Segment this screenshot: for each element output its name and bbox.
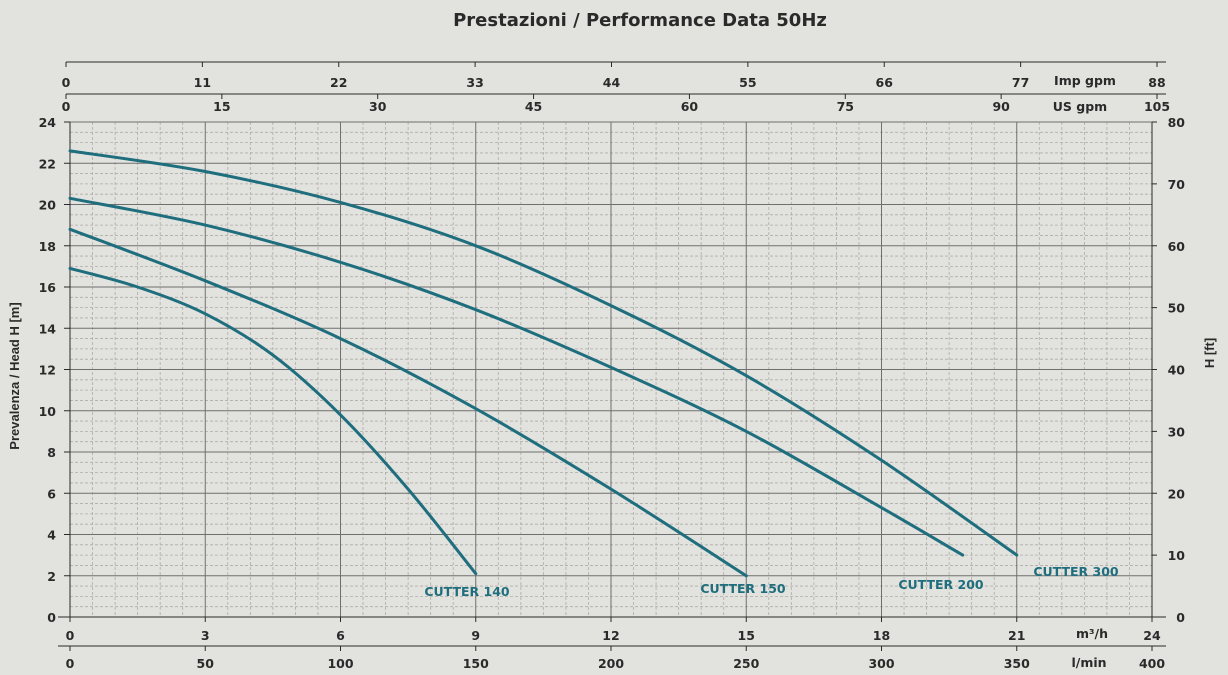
left-tick-label: 0 (47, 610, 56, 625)
m3h-tick-label: 21 (1008, 628, 1025, 643)
imp-gpm-tick-label: 77 (1012, 75, 1029, 90)
m3h-tick-label: 24 (1143, 628, 1161, 643)
lmin-tick-label: 100 (327, 656, 353, 671)
lmin-tick-label: 250 (733, 656, 759, 671)
performance-curves (68, 149, 1019, 578)
series-cutter-200-label: CUTTER 200 (898, 577, 984, 592)
us-gpm-tick-label: 75 (837, 99, 854, 114)
left-tick-label: 10 (39, 404, 57, 419)
right-tick-label: 50 (1168, 301, 1186, 316)
left-tick-label: 6 (47, 486, 56, 501)
m3h-tick-label: 3 (201, 628, 210, 643)
left-tick-label: 18 (39, 239, 56, 254)
imp-gpm-tick-label: 44 (603, 75, 621, 90)
series-cutter-150-label: CUTTER 150 (700, 581, 786, 596)
us-gpm-unit-label: US gpm (1053, 99, 1107, 114)
imp-gpm-tick-label: 55 (739, 75, 756, 90)
us-gpm-tick-label: 60 (681, 99, 699, 114)
series-cutter-140-label: CUTTER 140 (424, 584, 510, 599)
left-tick-label: 22 (39, 156, 56, 171)
left-tick-label: 8 (47, 445, 56, 460)
lmin-tick-label: 300 (868, 656, 894, 671)
left-tick-label: 12 (39, 363, 56, 378)
us-gpm-tick-label: 90 (992, 99, 1010, 114)
imp-gpm-tick-label: 11 (194, 75, 211, 90)
y-axis-right-label: H [ft] (1202, 338, 1217, 368)
right-tick-label: 70 (1168, 177, 1186, 192)
us-gpm-tick-label: 45 (525, 99, 542, 114)
y-axis-left-label: Prevalenza / Head H [m] (7, 302, 22, 449)
imp-gpm-tick-label: 33 (466, 75, 483, 90)
lmin-tick-label: 150 (463, 656, 489, 671)
series-cutter-300-label: CUTTER 300 (1033, 564, 1119, 579)
lmin-tick-label: 50 (197, 656, 215, 671)
m3h-tick-label: 15 (738, 628, 755, 643)
plot-grid (69, 121, 1153, 618)
series-cutter-300-line (68, 149, 1019, 557)
left-tick-label: 20 (39, 198, 57, 213)
imp-gpm-unit-label: Imp gpm (1054, 73, 1116, 88)
us-gpm-tick-label: 15 (213, 99, 230, 114)
left-tick-label: 24 (39, 115, 57, 130)
m3h-tick-label: 0 (66, 628, 75, 643)
chart-axes (58, 61, 1166, 651)
us-gpm-tick-label: 105 (1144, 99, 1170, 114)
series-cutter-150-line (68, 227, 748, 578)
m3h-tick-label: 9 (471, 628, 480, 643)
imp-gpm-tick-label: 0 (62, 75, 71, 90)
lmin-tick-label: 350 (1004, 656, 1030, 671)
left-tick-label: 14 (39, 321, 57, 336)
m3h-tick-label: 12 (602, 628, 619, 643)
us-gpm-tick-label: 0 (62, 99, 71, 114)
right-tick-label: 0 (1176, 610, 1185, 625)
lmin-tick-label: 400 (1139, 656, 1165, 671)
left-tick-label: 4 (47, 528, 56, 543)
right-tick-label: 20 (1168, 486, 1186, 501)
series-cutter-140-line (68, 266, 478, 576)
right-tick-label: 10 (1168, 548, 1186, 563)
lmin-unit-label: l/min (1071, 655, 1106, 670)
right-tick-label: 40 (1168, 363, 1186, 378)
chart-title: Prestazioni / Performance Data 50Hz (453, 10, 827, 31)
us-gpm-tick-label: 30 (369, 99, 387, 114)
right-tick-label: 80 (1168, 115, 1186, 130)
imp-gpm-tick-label: 88 (1148, 75, 1165, 90)
m3h-tick-label: 18 (873, 628, 890, 643)
lmin-tick-label: 200 (598, 656, 624, 671)
right-tick-label: 30 (1168, 424, 1186, 439)
imp-gpm-tick-label: 22 (330, 75, 347, 90)
m3h-unit-label: m³/h (1076, 626, 1108, 641)
left-tick-label: 2 (47, 569, 56, 584)
series-cutter-200-line (68, 196, 965, 557)
right-tick-label: 60 (1168, 239, 1186, 254)
left-tick-label: 16 (39, 280, 57, 295)
lmin-tick-label: 0 (66, 656, 75, 671)
m3h-tick-label: 6 (336, 628, 345, 643)
imp-gpm-tick-label: 66 (876, 75, 894, 90)
